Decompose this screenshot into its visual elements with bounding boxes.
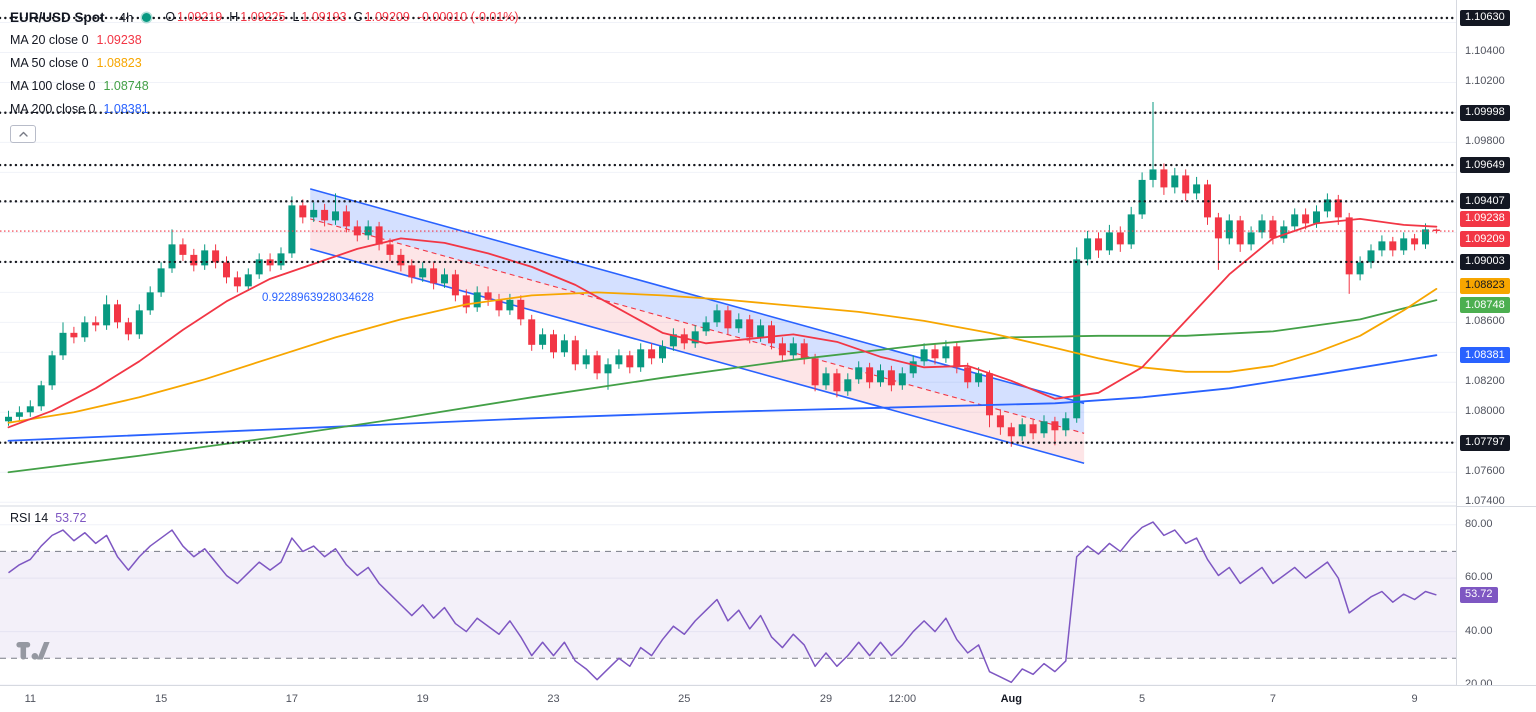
rsi-band: [0, 550, 1456, 659]
time-label: 29: [819, 693, 833, 705]
high-label: H: [229, 10, 239, 24]
price-label: 1.07400: [1465, 495, 1505, 508]
collapse-indicators-button[interactable]: [10, 125, 36, 143]
time-label: 19: [416, 693, 429, 705]
rsi-value-badge: 53.72: [1460, 586, 1498, 603]
indicator-label: MA 50 close 0: [10, 55, 89, 70]
price-badge: 1.09209: [1460, 231, 1510, 248]
chevron-up-icon: [18, 131, 28, 137]
price-badge: 1.10630: [1460, 9, 1510, 26]
indicator-ma-50[interactable]: MA 50 close 0 1.08823: [10, 51, 519, 74]
price-badge: 1.09649: [1460, 157, 1510, 174]
rsi-axis-label: 40.00: [1465, 624, 1493, 637]
close-value: 1.09209: [364, 10, 410, 24]
time-label: 5: [1139, 693, 1146, 705]
tradingview-logo-icon: [16, 642, 50, 660]
price-badge: 1.08823: [1460, 277, 1510, 294]
market-status-icon: [142, 12, 152, 22]
indicator-value: 1.09238: [96, 32, 142, 47]
interval-label: 4h: [118, 9, 134, 25]
time-label: 11: [24, 693, 37, 705]
price-badge: 1.09238: [1460, 210, 1510, 227]
rsi-axis-label: 80.00: [1465, 517, 1493, 530]
open-label: O: [165, 10, 176, 24]
rsi-line: [8, 521, 1437, 684]
price-label: 1.07600: [1465, 465, 1505, 478]
indicator-legend: EUR/USD Spot · 4h O 1.09219 H 1.09225 L 1.0…: [10, 6, 519, 143]
price-badge: 1.07797: [1460, 434, 1510, 451]
time-label: 12:00: [888, 693, 917, 705]
price-badge: 1.09407: [1460, 193, 1510, 210]
open-value: 1.09219: [177, 10, 223, 24]
price-label: 1.08600: [1465, 315, 1505, 328]
axis-corner: [1456, 685, 1536, 712]
high-value: 1.09225: [240, 10, 286, 24]
ma-lines: [7, 217, 1438, 474]
ma-indicator-rows: MA 20 close 0 1.09238 MA 50 close 0 1.08823…: [10, 28, 519, 120]
price-label: 1.09800: [1465, 135, 1505, 148]
indicator-label: MA 100 close 0: [10, 78, 96, 93]
rsi-legend-row[interactable]: RSI 14 53.72: [10, 511, 87, 525]
channel-pearson-label: 0.9228963928034628: [262, 292, 374, 304]
indicator-value: 1.08381: [103, 101, 149, 116]
indicator-ma-100[interactable]: MA 100 close 0 1.08748: [10, 74, 519, 97]
symbol-title-row[interactable]: EUR/USD Spot · 4h O 1.09219 H 1.09225 L 1.0…: [10, 6, 519, 28]
time-label: 25: [678, 693, 691, 705]
rsi-label: RSI 14: [10, 511, 49, 525]
indicator-ma-20[interactable]: MA 20 close 0 1.09238: [10, 28, 519, 51]
time-label: 23: [547, 693, 560, 705]
price-label: 1.10200: [1465, 75, 1505, 88]
time-axis[interactable]: 11 15 17 19 23 25 29 12:00 Aug 5 7 9 12:00: [0, 685, 1456, 712]
time-label: 12:00: [1455, 693, 1456, 705]
price-badge: 1.08748: [1460, 297, 1510, 314]
close-label: C: [353, 10, 363, 24]
time-label: 9: [1411, 693, 1418, 705]
symbol-name: EUR/USD Spot: [10, 9, 105, 25]
price-axis[interactable]: 1.10400 1.10200 1.09800 1.08600 1.08200 1.080…: [1456, 0, 1536, 712]
pane-separator: [1457, 506, 1536, 507]
indicator-label: MA 200 close 0: [10, 101, 96, 116]
price-label: 1.08000: [1465, 405, 1505, 418]
rsi-axis-label: 60.00: [1465, 571, 1493, 584]
level-lines: [0, 16, 1458, 444]
low-label: L: [292, 10, 300, 24]
price-label: 1.08200: [1465, 375, 1505, 388]
indicator-value: 1.08823: [96, 55, 142, 70]
ma-line-ma200: [7, 354, 1438, 442]
time-label: 7: [1269, 693, 1276, 705]
change-value: -0.00010 (-0.01%): [417, 10, 519, 24]
title-separator: ·: [109, 9, 114, 25]
ma-line-ma20: [7, 217, 1438, 429]
ohlc-values: O 1.09219 H 1.09225 L 1.09193 C 1.09209 -0.0…: [160, 10, 518, 24]
price-badge: 1.08381: [1460, 347, 1510, 364]
indicator-value: 1.08748: [103, 78, 149, 93]
tradingview-logo[interactable]: [16, 642, 50, 671]
indicator-ma-200[interactable]: MA 200 close 0 1.08381: [10, 97, 519, 120]
candles: [5, 101, 1440, 447]
low-value: 1.09193: [301, 10, 347, 24]
ma-line-ma50: [7, 288, 1438, 424]
ma-line-ma100: [7, 299, 1438, 474]
time-label: Aug: [1000, 693, 1022, 705]
time-label: 17: [285, 693, 299, 705]
price-badge: 1.09003: [1460, 253, 1510, 270]
rsi-value: 53.72: [55, 511, 87, 525]
price-badge: 1.09998: [1460, 104, 1510, 121]
time-label: 15: [154, 693, 168, 705]
price-label: 1.10400: [1465, 45, 1505, 58]
indicator-label: MA 20 close 0: [10, 32, 89, 47]
